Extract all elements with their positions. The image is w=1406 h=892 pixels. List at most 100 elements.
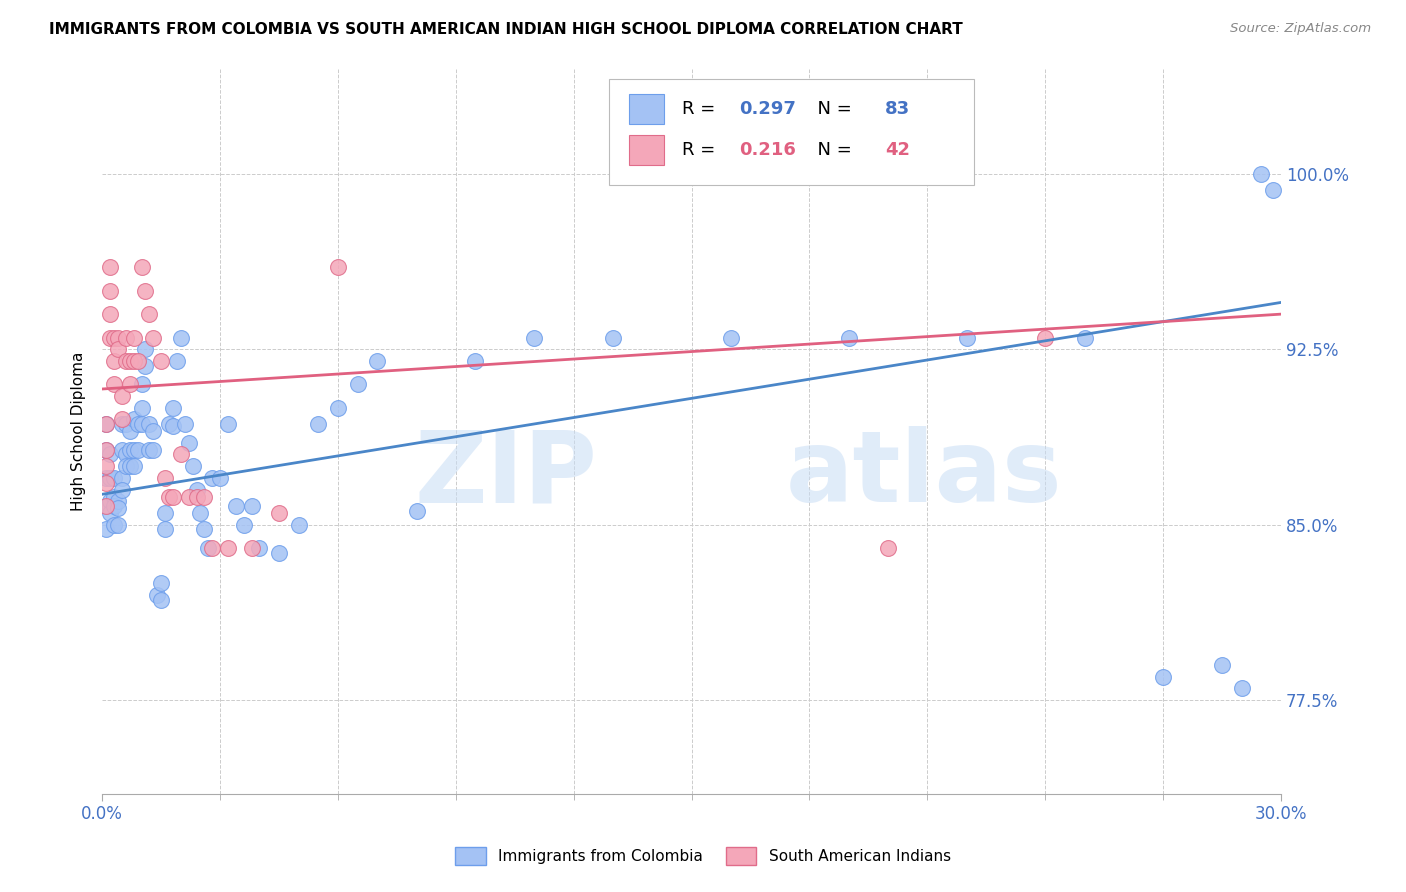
Text: 83: 83 xyxy=(884,100,910,118)
Point xyxy=(131,260,153,275)
Point xyxy=(103,354,125,368)
Point xyxy=(138,307,160,321)
Point xyxy=(150,592,173,607)
Point xyxy=(1261,183,1284,197)
Legend: Immigrants from Colombia, South American Indians: Immigrants from Colombia, South American… xyxy=(449,841,957,871)
FancyBboxPatch shape xyxy=(628,94,665,124)
Point xyxy=(173,417,195,431)
Point xyxy=(150,354,173,368)
Point xyxy=(94,417,117,431)
Point xyxy=(114,448,136,462)
Point xyxy=(346,377,368,392)
Point xyxy=(523,330,546,344)
Point xyxy=(134,359,156,373)
Point xyxy=(956,330,979,344)
Text: atlas: atlas xyxy=(786,426,1063,523)
Point xyxy=(118,354,141,368)
Point xyxy=(127,417,149,431)
Text: R =: R = xyxy=(682,100,721,118)
Point xyxy=(267,546,290,560)
Point xyxy=(94,499,117,513)
Point xyxy=(247,541,270,555)
Point xyxy=(111,389,134,403)
Point xyxy=(326,401,349,415)
Point xyxy=(838,330,860,344)
Point xyxy=(98,307,121,321)
Point xyxy=(170,330,193,344)
Text: 0.297: 0.297 xyxy=(738,100,796,118)
Point xyxy=(464,354,486,368)
Text: Source: ZipAtlas.com: Source: ZipAtlas.com xyxy=(1230,22,1371,36)
Point xyxy=(209,471,232,485)
Point xyxy=(201,541,224,555)
Point xyxy=(181,459,204,474)
Point xyxy=(177,490,200,504)
Point xyxy=(98,471,121,485)
Point xyxy=(240,541,263,555)
Point xyxy=(162,490,184,504)
Point xyxy=(103,499,125,513)
Point xyxy=(405,503,427,517)
Point xyxy=(127,354,149,368)
Point xyxy=(103,490,125,504)
Point xyxy=(240,499,263,513)
Text: N =: N = xyxy=(806,141,858,159)
Text: 0.216: 0.216 xyxy=(738,141,796,159)
Point xyxy=(162,419,184,434)
Point xyxy=(107,501,129,516)
Point xyxy=(153,506,176,520)
Point xyxy=(153,471,176,485)
Point xyxy=(153,522,176,536)
Point xyxy=(186,490,208,504)
Point xyxy=(142,330,165,344)
Point xyxy=(98,330,121,344)
Point xyxy=(177,435,200,450)
Point xyxy=(118,442,141,457)
Point xyxy=(150,576,173,591)
Point xyxy=(98,260,121,275)
Point xyxy=(114,459,136,474)
Text: 42: 42 xyxy=(884,141,910,159)
Point xyxy=(131,377,153,392)
Point xyxy=(94,442,117,457)
Point xyxy=(287,517,309,532)
Point xyxy=(170,448,193,462)
Point xyxy=(217,417,239,431)
Point xyxy=(122,412,145,426)
Point xyxy=(103,517,125,532)
Y-axis label: High School Diploma: High School Diploma xyxy=(72,351,86,511)
Point xyxy=(94,499,117,513)
Point xyxy=(111,417,134,431)
Point xyxy=(157,417,180,431)
Point xyxy=(122,330,145,344)
Point xyxy=(138,442,160,457)
Point xyxy=(98,448,121,462)
Point xyxy=(94,522,117,536)
Point xyxy=(118,459,141,474)
Point xyxy=(103,330,125,344)
Point xyxy=(111,442,134,457)
Point xyxy=(1073,330,1095,344)
Point xyxy=(166,354,188,368)
Point xyxy=(114,417,136,431)
Point xyxy=(134,284,156,298)
Point xyxy=(94,417,117,431)
Point xyxy=(114,354,136,368)
Point xyxy=(157,490,180,504)
Point xyxy=(122,459,145,474)
Point xyxy=(111,412,134,426)
Text: ZIP: ZIP xyxy=(415,426,598,523)
Point xyxy=(142,442,165,457)
Point xyxy=(197,541,219,555)
Point xyxy=(107,517,129,532)
Point xyxy=(366,354,388,368)
Point xyxy=(162,401,184,415)
Point xyxy=(114,330,136,344)
Point xyxy=(1230,681,1253,696)
Text: R =: R = xyxy=(682,141,721,159)
Point xyxy=(111,471,134,485)
Point xyxy=(225,499,247,513)
Point xyxy=(103,377,125,392)
Point xyxy=(307,417,329,431)
Text: IMMIGRANTS FROM COLOMBIA VS SOUTH AMERICAN INDIAN HIGH SCHOOL DIPLOMA CORRELATIO: IMMIGRANTS FROM COLOMBIA VS SOUTH AMERIC… xyxy=(49,22,963,37)
